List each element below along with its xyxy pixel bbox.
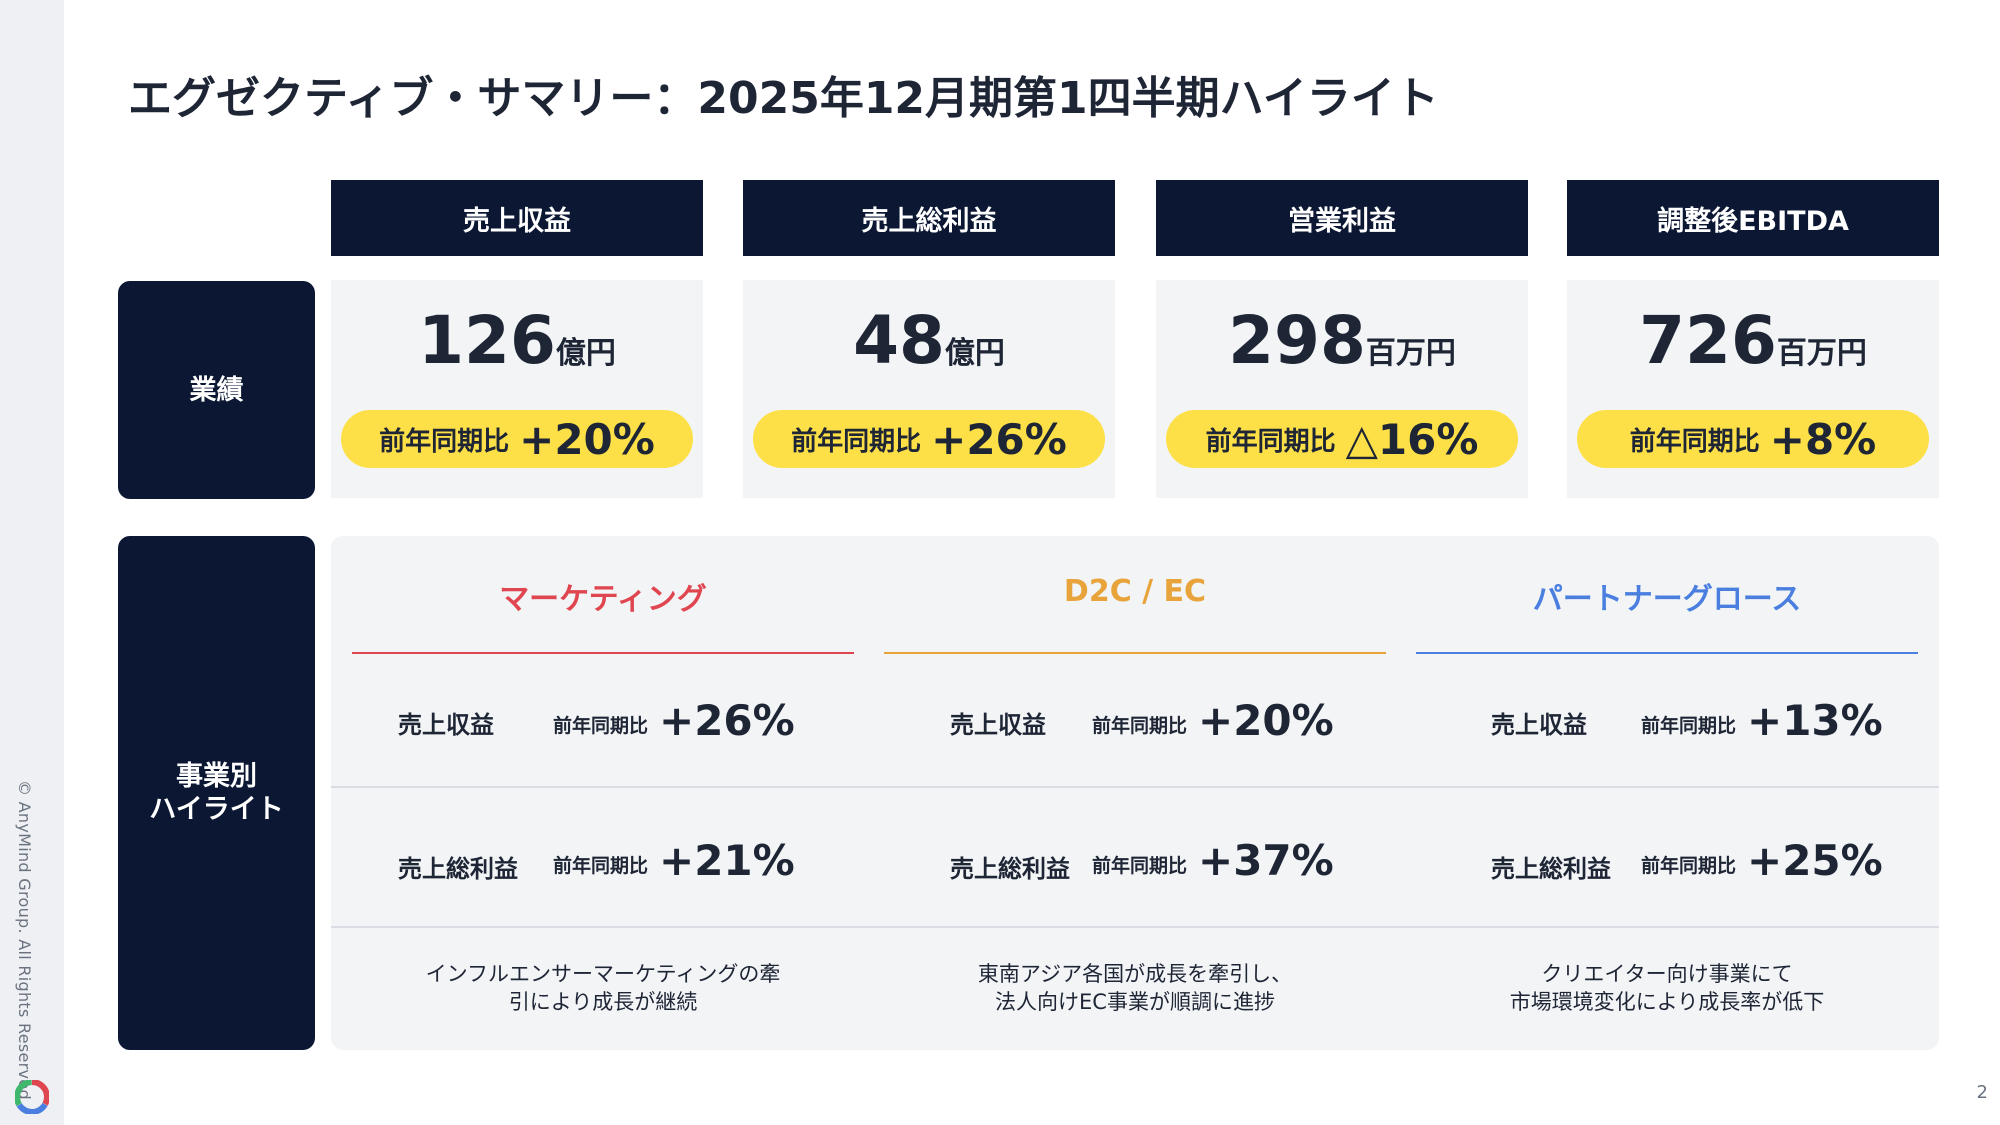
yoy-value: △16% xyxy=(1345,414,1479,464)
segment-gross-profit-yoy-label: 前年同期比 xyxy=(553,855,649,877)
segment-revenue-yoy-label: 前年同期比 xyxy=(553,715,649,737)
metric-number: 48 xyxy=(853,302,945,379)
metric-header-operating-profit: 営業利益 xyxy=(1156,180,1528,256)
yoy-value: +20% xyxy=(519,414,655,464)
segment-gross-profit-yoy-label: 前年同期比 xyxy=(1641,855,1737,877)
metric-unit: 億円 xyxy=(555,336,616,371)
metric-value: 48億円 xyxy=(743,302,1115,379)
row-label-segment-highlights-text: 事業別 ハイライト xyxy=(149,761,284,825)
segment-gross-profit-yoy: +21% xyxy=(659,836,795,885)
segment-note: インフルエンサーマーケティングの牽 引により成長が継続 xyxy=(425,962,781,1014)
metric-value: 126億円 xyxy=(331,302,703,379)
metric-value: 726百万円 xyxy=(1567,302,1939,379)
segment-title-marketing: マーケティング xyxy=(499,582,707,617)
metric-header-gross-profit: 売上総利益 xyxy=(743,180,1115,256)
segment-revenue-label: 売上収益 xyxy=(398,711,494,739)
metric-card-revenue: 126億円 前年同期比 +20% xyxy=(331,280,703,498)
segment-gross-profit-yoy-label: 前年同期比 xyxy=(1092,855,1188,877)
metric-header-revenue: 売上収益 xyxy=(331,180,703,256)
segment-gross-profit-yoy: +25% xyxy=(1747,836,1883,885)
metric-number: 298 xyxy=(1228,302,1366,379)
segment-revenue-label: 売上収益 xyxy=(950,711,1046,739)
row-divider xyxy=(331,786,1939,788)
segment-underline xyxy=(1416,652,1918,654)
metric-unit: 億円 xyxy=(944,336,1005,371)
segment-highlights-panel: マーケティング 売上収益 前年同期比 +26% 売上総利益 前年同期比 +21%… xyxy=(331,536,1939,1050)
segment-revenue-yoy: +20% xyxy=(1198,696,1334,745)
segment-gross-profit-label: 売上総利益 xyxy=(398,855,518,883)
metric-number: 726 xyxy=(1639,302,1777,379)
copyright-text: © AnyMind Group. All Rights Reserved. xyxy=(15,780,34,1106)
segment-note: 東南アジア各国が成長を牽引し、 法人向けEC事業が順調に進捗 xyxy=(977,962,1293,1014)
segment-title-partner-growth: パートナーグロース xyxy=(1532,582,1802,617)
segment-revenue-yoy-label: 前年同期比 xyxy=(1092,715,1188,737)
page-number: 2 xyxy=(1976,1082,1988,1103)
row-divider xyxy=(331,926,1939,928)
metric-unit: 百万円 xyxy=(1365,336,1456,371)
segment-revenue-yoy-label: 前年同期比 xyxy=(1641,715,1737,737)
row-label-results: 業績 xyxy=(118,281,315,499)
anymind-logo-icon xyxy=(15,1080,49,1114)
metric-number: 126 xyxy=(418,302,556,379)
yoy-pill: 前年同期比 △16% xyxy=(1166,410,1518,468)
segment-gross-profit-label: 売上総利益 xyxy=(950,855,1070,883)
sidebar: © AnyMind Group. All Rights Reserved. xyxy=(0,0,64,1125)
metric-header-adjusted-ebitda: 調整後EBITDA xyxy=(1567,180,1939,256)
segment-title-d2c-ec: D2C / EC xyxy=(1063,574,1207,609)
segment-underline xyxy=(884,652,1386,654)
segment-revenue-yoy: +13% xyxy=(1747,696,1883,745)
yoy-pill: 前年同期比 +26% xyxy=(753,410,1105,468)
segment-gross-profit-label: 売上総利益 xyxy=(1491,855,1611,883)
segment-underline xyxy=(352,652,854,654)
page-title: エグゼクティブ・サマリー：2025年12月期第1四半期ハイライト xyxy=(128,73,1439,124)
segment-revenue-label: 売上収益 xyxy=(1491,711,1587,739)
yoy-pill: 前年同期比 +20% xyxy=(341,410,693,468)
yoy-value: +8% xyxy=(1769,414,1877,464)
yoy-pill: 前年同期比 +8% xyxy=(1577,410,1929,468)
yoy-label: 前年同期比 xyxy=(1205,426,1336,457)
metric-card-gross-profit: 48億円 前年同期比 +26% xyxy=(743,280,1115,498)
row-label-segment-highlights: 事業別 ハイライト xyxy=(118,536,315,1050)
metric-unit: 百万円 xyxy=(1776,336,1867,371)
segment-note: クリエイター向け事業にて 市場環境変化により成長率が低下 xyxy=(1509,962,1825,1014)
segment-gross-profit-yoy: +37% xyxy=(1198,836,1334,885)
metric-value: 298百万円 xyxy=(1156,302,1528,379)
metric-card-operating-profit: 298百万円 前年同期比 △16% xyxy=(1156,280,1528,498)
yoy-label: 前年同期比 xyxy=(379,426,510,457)
segment-revenue-yoy: +26% xyxy=(659,696,795,745)
yoy-label: 前年同期比 xyxy=(1629,426,1760,457)
yoy-value: +26% xyxy=(931,414,1067,464)
metric-card-adjusted-ebitda: 726百万円 前年同期比 +8% xyxy=(1567,280,1939,498)
yoy-label: 前年同期比 xyxy=(791,426,922,457)
